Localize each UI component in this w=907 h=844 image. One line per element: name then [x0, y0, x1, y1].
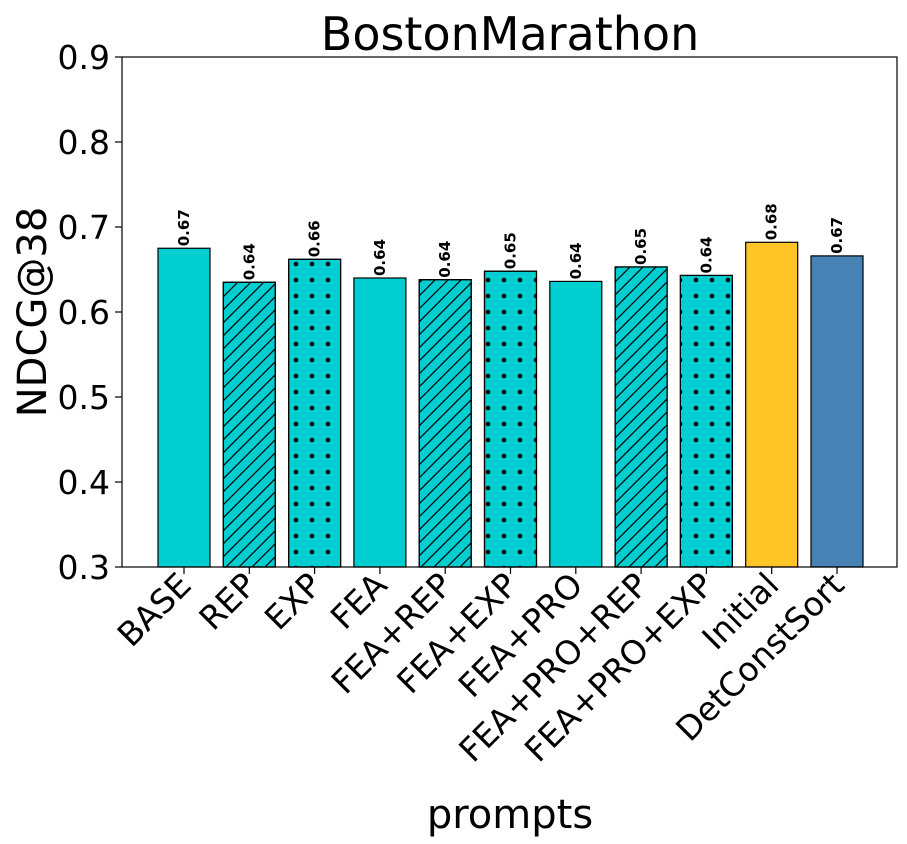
x-tick-label: REP [191, 565, 264, 638]
bar-value-label: 0.65 [502, 232, 520, 269]
bar-value-label: 0.64 [240, 243, 258, 280]
bar-pattern-overlay [418, 279, 472, 568]
bar-pattern-overlay [288, 258, 342, 568]
y-tick-label: 0.5 [58, 378, 110, 417]
x-tick-label: EXP [257, 565, 329, 637]
bar-initial [745, 241, 799, 568]
x-tick-label: BASE [110, 565, 199, 654]
bar-value-label: 0.64 [697, 236, 715, 273]
bar-fea-pro [549, 280, 603, 568]
bar-value-label: 0.67 [828, 217, 846, 254]
y-tick-label: 0.3 [58, 548, 110, 587]
bars-group: 0.67 0.64 0.66 0.64 0.64 0.65 0.64 0.65 0.64 0.68… [157, 203, 864, 568]
y-tick-label: 0.8 [58, 123, 110, 162]
bar-value-label: 0.68 [763, 203, 781, 240]
x-axis-ticks: BASEREPEXPFEAFEA+REPFEA+EXPFEA+PROFEA+PR… [110, 565, 852, 770]
y-tick-label: 0.4 [58, 463, 110, 502]
bar-value-label: 0.64 [436, 241, 454, 278]
bar-base [157, 247, 211, 568]
y-tick-label: 0.6 [58, 293, 110, 332]
bar-value-label: 0.65 [632, 228, 650, 265]
bar-pattern-overlay [222, 281, 276, 568]
plot-area-frame [121, 56, 898, 568]
bar-pattern-overlay [483, 270, 538, 568]
y-axis-label: NDCG@38 [10, 207, 56, 418]
bar-pattern-overlay [614, 266, 668, 568]
y-tick-label: 0.9 [58, 38, 110, 77]
bar-value-label: 0.66 [306, 220, 324, 257]
bar-pattern-overlay [679, 274, 734, 568]
y-tick-label: 0.7 [58, 208, 110, 247]
bar-value-label: 0.64 [567, 242, 585, 279]
bar-fea [353, 277, 407, 568]
chart-title: BostonMarathon [321, 7, 699, 61]
bar-value-label: 0.67 [175, 209, 193, 246]
y-axis-ticks: 0.3 0.4 0.5 0.6 0.7 0.8 0.9 [58, 38, 122, 587]
x-axis-label: prompts [427, 792, 593, 838]
bar-detconstsort [810, 255, 864, 568]
bar-value-label: 0.64 [371, 239, 389, 276]
